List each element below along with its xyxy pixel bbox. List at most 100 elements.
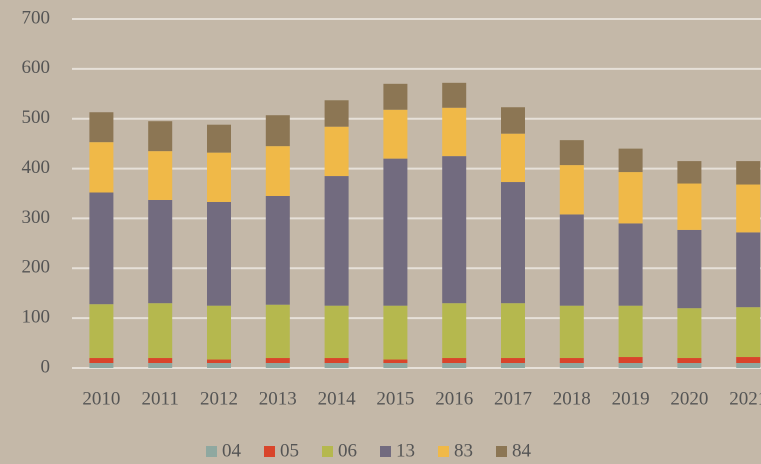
bar-segment (677, 161, 702, 184)
bar-segment (265, 115, 290, 147)
bar-segment (501, 363, 525, 368)
bar-segment (618, 305, 643, 358)
bar-segment (559, 305, 584, 359)
bar-segment (736, 161, 761, 185)
bar-segment (383, 158, 408, 306)
bar-segment (89, 363, 114, 368)
bar-segment (736, 307, 761, 358)
legend-label: 84 (512, 440, 532, 461)
legend-label: 06 (338, 440, 357, 461)
y-tick-label: 400 (22, 157, 51, 178)
bar-segment (736, 357, 761, 364)
bar-segment (207, 359, 231, 364)
bar-segment (442, 107, 467, 157)
bar-segment (559, 165, 584, 215)
x-tick-label: 2019 (612, 388, 650, 409)
bar-segment (559, 214, 584, 306)
bar-segment (324, 358, 349, 364)
bar-segment (89, 304, 114, 359)
bar-segment (207, 201, 231, 306)
bar-segment (383, 83, 408, 110)
x-tick-label: 2016 (435, 388, 473, 409)
legend-label: 04 (222, 440, 242, 461)
bar-segment (324, 363, 349, 368)
legend-label: 13 (396, 440, 415, 461)
bar-segment (148, 303, 173, 359)
bar-segment (442, 303, 467, 359)
y-tick-label: 700 (22, 7, 51, 28)
legend-swatch (206, 446, 217, 457)
bar-segment (383, 363, 408, 368)
y-tick-label: 300 (22, 207, 51, 228)
bar-segment (265, 304, 290, 359)
bar-segment (148, 121, 173, 152)
bar-segment (677, 358, 702, 364)
bar-segment (148, 363, 173, 368)
legend-label: 83 (454, 440, 473, 461)
bar-segment (148, 151, 173, 200)
x-tick-label: 2017 (494, 388, 532, 409)
bar-segment (89, 112, 114, 143)
bar-segment (736, 363, 761, 368)
bar-segment (618, 363, 643, 368)
x-tick-label: 2012 (200, 388, 238, 409)
y-tick-label: 100 (22, 307, 51, 328)
bar-segment (383, 359, 408, 364)
bar-segment (265, 358, 290, 364)
bar-segment (207, 124, 231, 153)
bar-segment (442, 82, 467, 108)
bar-segment (618, 357, 643, 364)
x-tick-label: 2010 (82, 388, 120, 409)
bar-segment (265, 195, 290, 305)
bar-segment (736, 184, 761, 233)
bar-segment (442, 363, 467, 368)
x-tick-label: 2014 (318, 388, 357, 409)
bar-segment (324, 305, 349, 359)
bar-segment (559, 363, 584, 368)
bar-segment (207, 152, 231, 202)
legend-swatch (438, 446, 449, 457)
bar-segment (618, 172, 643, 224)
bar-segment (324, 100, 349, 127)
bar-segment (207, 363, 231, 368)
bar-segment (383, 305, 408, 360)
legend-swatch (322, 446, 333, 457)
bar-segment (265, 363, 290, 368)
bar-segment (207, 305, 231, 360)
y-tick-label: 500 (22, 107, 51, 128)
y-tick-label: 600 (22, 57, 51, 78)
bar-segment (618, 148, 643, 173)
x-tick-label: 2015 (376, 388, 414, 409)
bar-segment (148, 358, 173, 364)
bar-segment (383, 109, 408, 159)
bar-segment (618, 223, 643, 306)
x-tick-label: 2018 (553, 388, 591, 409)
bar-segment (324, 126, 349, 177)
legend-swatch (496, 446, 507, 457)
bar-segment (501, 133, 525, 183)
x-tick-label: 2021 (729, 388, 761, 409)
legend-label: 05 (280, 440, 299, 461)
legend-swatch (380, 446, 391, 457)
bar-segment (442, 156, 467, 304)
x-tick-label: 2020 (670, 388, 708, 409)
bar-segment (677, 308, 702, 359)
legend-swatch (264, 446, 275, 457)
bar-segment (501, 107, 525, 134)
bar-segment (442, 358, 467, 364)
x-tick-label: 2011 (142, 388, 179, 409)
bar-segment (559, 358, 584, 364)
bar-segment (89, 142, 114, 193)
y-tick-label: 200 (22, 257, 51, 278)
bar-segment (501, 182, 525, 304)
bar-segment (677, 183, 702, 230)
bar-segment (501, 358, 525, 364)
x-tick-label: 2013 (259, 388, 297, 409)
y-tick-label: 0 (41, 356, 51, 377)
bar-segment (677, 229, 702, 309)
bar-segment (89, 192, 114, 305)
bar-segment (324, 176, 349, 306)
bar-segment (89, 358, 114, 364)
bar-segment (501, 303, 525, 359)
